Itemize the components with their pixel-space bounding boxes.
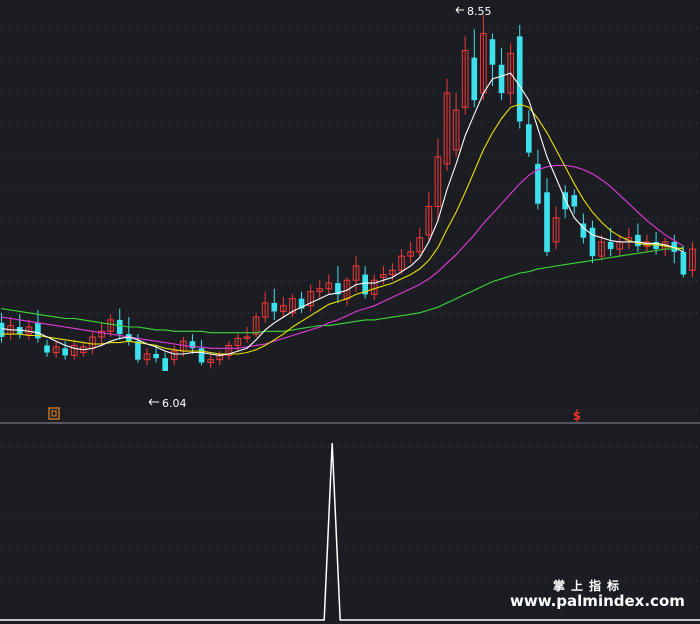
candle-body-up [280, 305, 287, 312]
candle-body-down [116, 319, 123, 335]
candle-body-down [135, 341, 141, 360]
candle-body-down [671, 241, 678, 252]
candle-body-down [35, 322, 41, 339]
candle-body-down [498, 64, 505, 94]
indicator-panel [0, 442, 700, 621]
candle-body-up [461, 50, 469, 108]
candle-body-down [571, 195, 578, 207]
candle-body-down [298, 298, 305, 309]
candle-body-up [352, 265, 360, 281]
moving-average-line-white [1, 72, 684, 356]
high-marker-arrow [455, 6, 464, 14]
candle-body-up [170, 350, 178, 361]
candle-body-up [389, 269, 396, 276]
low-marker-label: 6.04 [162, 397, 187, 410]
candle-body-up [225, 344, 233, 356]
candle-body-up [598, 241, 605, 257]
candle-body-down [580, 223, 587, 238]
candle-body-up [70, 344, 78, 356]
candle-body-up [252, 316, 260, 335]
candle-body-up [434, 156, 442, 207]
candle-body-up [307, 291, 314, 307]
candle-body-up [261, 302, 269, 318]
markers-layer: 8.55 6.04 S [48, 5, 581, 423]
indicator-spike-line [0, 442, 700, 621]
candle-body-up [207, 359, 214, 363]
candle-body-up [407, 251, 414, 257]
candle-body-up [398, 255, 405, 271]
candle-body-down [489, 39, 496, 65]
watermark-title: 掌上指标 [553, 579, 626, 593]
candle-body-up [507, 52, 514, 94]
candle-body-up [689, 248, 696, 271]
candle-body-down [16, 327, 23, 335]
candle-body-up [325, 282, 333, 290]
candle-body-down [471, 57, 478, 101]
candle-body-down [62, 348, 68, 356]
candle-body-down [0, 322, 5, 337]
candle-body-down [535, 163, 541, 204]
candle-body-down [635, 234, 641, 247]
candle-body-up [452, 109, 460, 151]
candle-body-down [271, 302, 278, 312]
candle-body-down [162, 358, 168, 371]
signal-box-marker [48, 407, 60, 420]
candle-body-up [243, 336, 251, 339]
candle-body-up [98, 330, 105, 338]
moving-average-line-magenta [1, 164, 684, 349]
candle-body-down [680, 251, 687, 275]
candle-body-down [653, 241, 659, 250]
candle-body-down [198, 348, 205, 363]
candle-body-down [516, 36, 523, 122]
moving-average-line-yellow [1, 103, 684, 355]
candle-body-up [234, 337, 242, 346]
candle-body-down [607, 241, 614, 250]
watermark-url: www.palmindex.com [510, 592, 685, 610]
candle-body-down [335, 283, 341, 295]
candle-body-up [52, 346, 60, 354]
high-marker-label: 8.55 [467, 5, 492, 18]
candle-body-up [416, 237, 424, 253]
candle-body-up [380, 274, 387, 278]
candle-body-up [289, 298, 296, 314]
candle-body-down [153, 353, 159, 359]
candle-body-up [425, 206, 433, 236]
moving-average-line-green [1, 247, 684, 334]
candle-body-down [44, 345, 50, 353]
low-marker-arrow [148, 398, 159, 406]
moving-averages-layer [1, 72, 684, 356]
candle-body-down [562, 192, 568, 210]
grid-lines [0, 27, 700, 582]
signal-box-marker-inner [51, 410, 57, 417]
candles-layer [0, 15, 696, 371]
candle-body-down [189, 341, 196, 349]
candle-body-down [126, 334, 132, 342]
candle-body-down [526, 124, 532, 153]
candle-body-up [443, 92, 451, 165]
candle-body-down [589, 227, 596, 257]
candle-body-up [143, 353, 151, 361]
candle-body-down [544, 192, 550, 252]
candle-body-down [362, 274, 368, 295]
candle-body-up [107, 319, 114, 332]
candle-body-up [552, 217, 560, 243]
candle-body-up [316, 288, 324, 293]
